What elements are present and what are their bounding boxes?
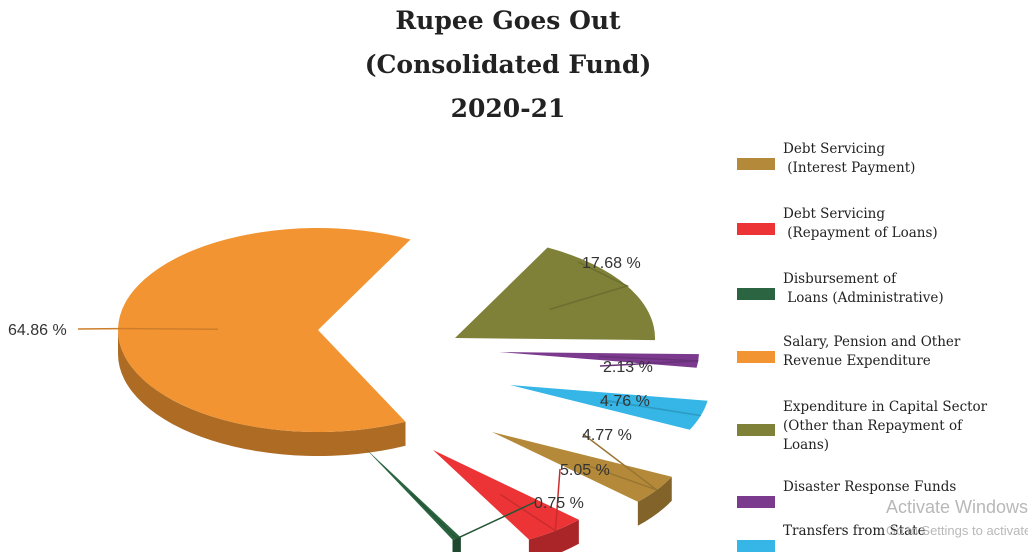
data-label-disbursement-of-loans-administrative: 0.75 % <box>534 495 584 512</box>
data-label-disaster-response-funds: 2.13 % <box>603 359 653 376</box>
pie-slice-top <box>118 227 411 432</box>
pie-slice-top <box>510 385 708 430</box>
pie-slice-expenditure-in-capital-sector-other-than-repayment-of-loans <box>455 247 656 341</box>
chart-title-line-2: (Consolidated Fund) <box>364 50 652 79</box>
chart-title-line-3: 2020-21 <box>450 94 566 123</box>
data-label-salary-pension-and-other-revenue-expenditure: 64.86 % <box>8 322 67 339</box>
leader-line-debt-servicing-repayment-of-loans <box>499 468 561 533</box>
leader-line-disbursement-of-loans-administrative <box>410 492 536 540</box>
pie-slice-side <box>528 519 579 552</box>
pie-slice-debt-servicing-repayment-of-loans <box>433 450 579 552</box>
legend-label: Transfers from State <box>783 523 926 539</box>
chart-legend: Debt Servicing (Interest Payment) Debt Se… <box>737 0 1028 552</box>
pie-slice-top <box>433 450 579 540</box>
leader-line-salary-pension-and-other-revenue-expenditure <box>77 327 219 331</box>
legend-swatch <box>737 288 775 300</box>
legend-swatch <box>737 351 775 363</box>
data-label-transfers-from-state: 4.76 % <box>600 393 650 410</box>
legend-label: Expenditure in Capital Sector (Other tha… <box>783 399 988 453</box>
leader-line-debt-servicing-interest-payment <box>582 433 658 491</box>
pie-chart: 4.77 % 5.05 % 0.75 % 64.86 % 17.68 % 2.13 % 4.… <box>8 227 708 552</box>
leader-line-disaster-response-funds <box>598 355 699 367</box>
pie-slice-transfers-from-state <box>510 385 708 430</box>
data-label-debt-servicing-repayment-of-loans: 5.05 % <box>560 462 610 479</box>
leader-line-expenditure-in-capital-sector-other-than-repayment-of-loans <box>549 261 630 311</box>
legend-label: Disaster Response Funds <box>783 479 957 495</box>
legend-swatch <box>737 424 775 436</box>
legend-swatch <box>737 540 775 552</box>
pie-slice-disbursement-of-loans-administrative <box>365 448 461 552</box>
pie-slice-side <box>452 537 461 552</box>
legend-label: Disbursement of Loans (Administrative) <box>783 271 944 306</box>
pie-slice-salary-pension-and-other-revenue-expenditure <box>117 227 411 457</box>
pie-slice-side <box>637 476 672 526</box>
legend-label: Debt Servicing (Repayment of Loans) <box>783 206 938 241</box>
legend-swatch <box>737 223 775 235</box>
pie-slice-debt-servicing-interest-payment <box>492 432 672 526</box>
legend-swatch <box>737 496 775 508</box>
pie-slice-top <box>365 448 461 540</box>
legend-label: Debt Servicing (Interest Payment) <box>783 141 916 176</box>
data-label-debt-servicing-interest-payment: 4.77 % <box>582 427 632 444</box>
chart-title-line-1: Rupee Goes Out <box>395 6 621 35</box>
pie-slice-top <box>492 432 672 502</box>
data-label-expenditure-in-capital-sector-other-than-repayment-of-loans: 17.68 % <box>582 255 641 272</box>
legend-swatch <box>737 158 775 170</box>
leader-line-transfers-from-state <box>599 399 701 417</box>
pie-slice-side <box>117 330 406 457</box>
legend-label: Salary, Pension and Other Revenue Expend… <box>783 334 961 369</box>
pie-slice-top <box>455 247 656 341</box>
